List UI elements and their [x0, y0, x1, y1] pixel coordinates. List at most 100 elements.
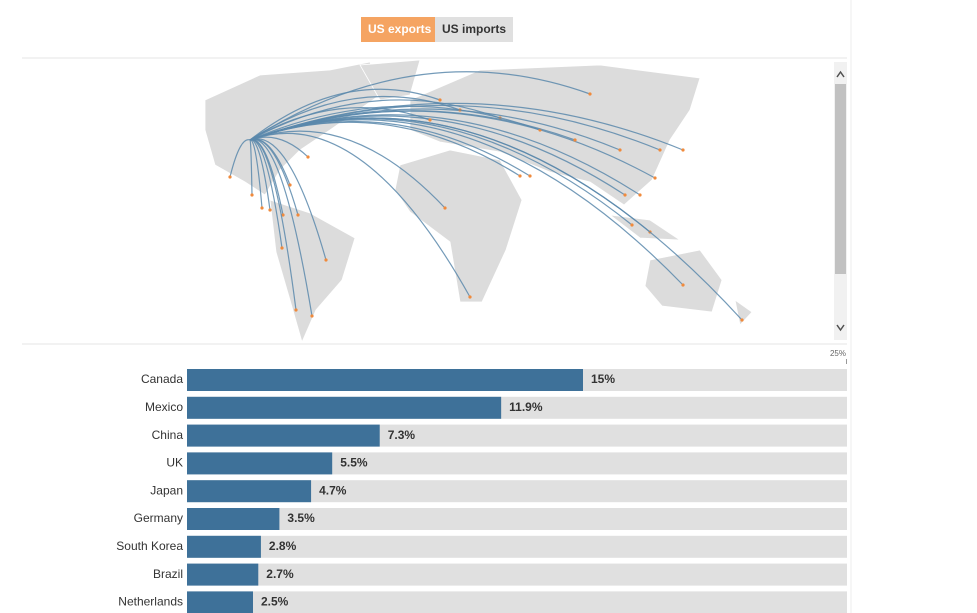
- bar: [187, 424, 380, 447]
- bar-track: [187, 480, 847, 503]
- value-label: 3.5%: [287, 511, 315, 525]
- bar: [187, 508, 280, 530]
- destination-dot: [288, 183, 292, 187]
- destination-dot: [296, 213, 300, 217]
- flow-arc: [249, 107, 431, 141]
- destination-dot: [630, 223, 634, 227]
- destination-dot: [428, 118, 432, 122]
- category-label: Brazil: [153, 567, 183, 581]
- bar-track: [187, 563, 847, 586]
- category-label: UK: [166, 456, 183, 470]
- flow-arc: [249, 121, 521, 177]
- flow-arc: [249, 110, 656, 179]
- toggle-button[interactable]: US exports: [361, 17, 439, 42]
- value-label: 2.7%: [266, 567, 294, 581]
- flow-arc: [249, 139, 253, 196]
- category-label: Germany: [134, 511, 183, 525]
- scrollbar-thumb[interactable]: [835, 84, 846, 274]
- flow-arc: [249, 102, 684, 151]
- flow-arc: [249, 132, 471, 298]
- destination-dot: [681, 148, 685, 152]
- destination-dot: [518, 174, 522, 178]
- scrollbar[interactable]: [834, 62, 847, 340]
- x-tick-label: 25%: [830, 349, 846, 358]
- flow-arc: [249, 130, 446, 209]
- flow-arc: [249, 105, 541, 141]
- flow-arc: [249, 138, 299, 216]
- destination-dot: [740, 318, 744, 322]
- destination-dot: [443, 206, 447, 210]
- value-label: 2.8%: [269, 539, 297, 553]
- trade-flows: [228, 71, 744, 322]
- flow-arc: [249, 117, 743, 321]
- scroll-down[interactable]: [836, 324, 845, 332]
- category-label: South Korea: [116, 539, 183, 553]
- destination-dot: [468, 295, 472, 299]
- destination-dot: [681, 283, 685, 287]
- category-label: Mexico: [145, 400, 183, 414]
- flow-arc: [249, 88, 441, 141]
- destination-dot: [268, 208, 272, 212]
- flow-arc: [249, 139, 297, 311]
- value-label: 4.7%: [319, 483, 347, 497]
- bar-track: [187, 424, 847, 447]
- category-label: China: [152, 428, 184, 442]
- world-map: [204, 59, 753, 344]
- destination-dot: [228, 175, 232, 179]
- flow-arc: [249, 115, 626, 196]
- flow-arc: [249, 118, 633, 226]
- flow-arc: [249, 139, 271, 211]
- bar: [187, 591, 253, 613]
- destination-dot: [638, 193, 642, 197]
- destination-dot: [588, 92, 592, 96]
- value-label: 2.5%: [261, 595, 289, 609]
- bar: [187, 480, 312, 503]
- bar-track: [187, 369, 847, 391]
- flow-arc: [249, 71, 591, 141]
- flow-arc: [249, 95, 461, 141]
- destination-dot: [658, 148, 662, 152]
- bar-track: [187, 452, 847, 475]
- destination-dot: [623, 193, 627, 197]
- flow-arc: [249, 117, 651, 233]
- destination-dot: [294, 308, 298, 312]
- destination-dot: [618, 148, 622, 152]
- bar: [187, 452, 333, 475]
- destination-dot: [306, 155, 310, 159]
- destination-dot: [250, 193, 254, 197]
- destination-dot: [438, 98, 442, 102]
- bar: [187, 369, 583, 391]
- destination-dot: [280, 246, 284, 250]
- scroll-up[interactable]: [836, 70, 845, 78]
- destination-dot: [648, 230, 652, 234]
- flow-arc: [229, 139, 251, 178]
- flow-arc: [249, 139, 263, 209]
- bar: [187, 396, 502, 419]
- destination-dot: [260, 206, 264, 210]
- flow-arc: [249, 138, 291, 186]
- flow-arc: [249, 138, 313, 317]
- bar-track: [187, 396, 847, 419]
- flow-arc: [249, 139, 283, 249]
- destination-dot: [310, 314, 314, 318]
- flow-arc: [249, 138, 327, 261]
- bar: [187, 563, 259, 586]
- flow-arc: [249, 108, 621, 151]
- destination-dot: [573, 138, 577, 142]
- value-label: 15%: [591, 372, 615, 386]
- bar: [187, 535, 261, 558]
- flow-arc: [249, 110, 576, 141]
- category-label: Japan: [150, 483, 183, 497]
- value-label: 7.3%: [388, 428, 416, 442]
- destination-dot: [498, 116, 502, 120]
- value-label: 5.5%: [340, 456, 368, 470]
- destination-dot: [458, 108, 462, 112]
- flow-arc: [249, 114, 641, 196]
- flow-arc: [249, 119, 684, 286]
- toggle-button[interactable]: US imports: [435, 17, 514, 42]
- flow-arc: [249, 120, 531, 177]
- destination-dot: [653, 176, 657, 180]
- destination-dot: [281, 213, 285, 217]
